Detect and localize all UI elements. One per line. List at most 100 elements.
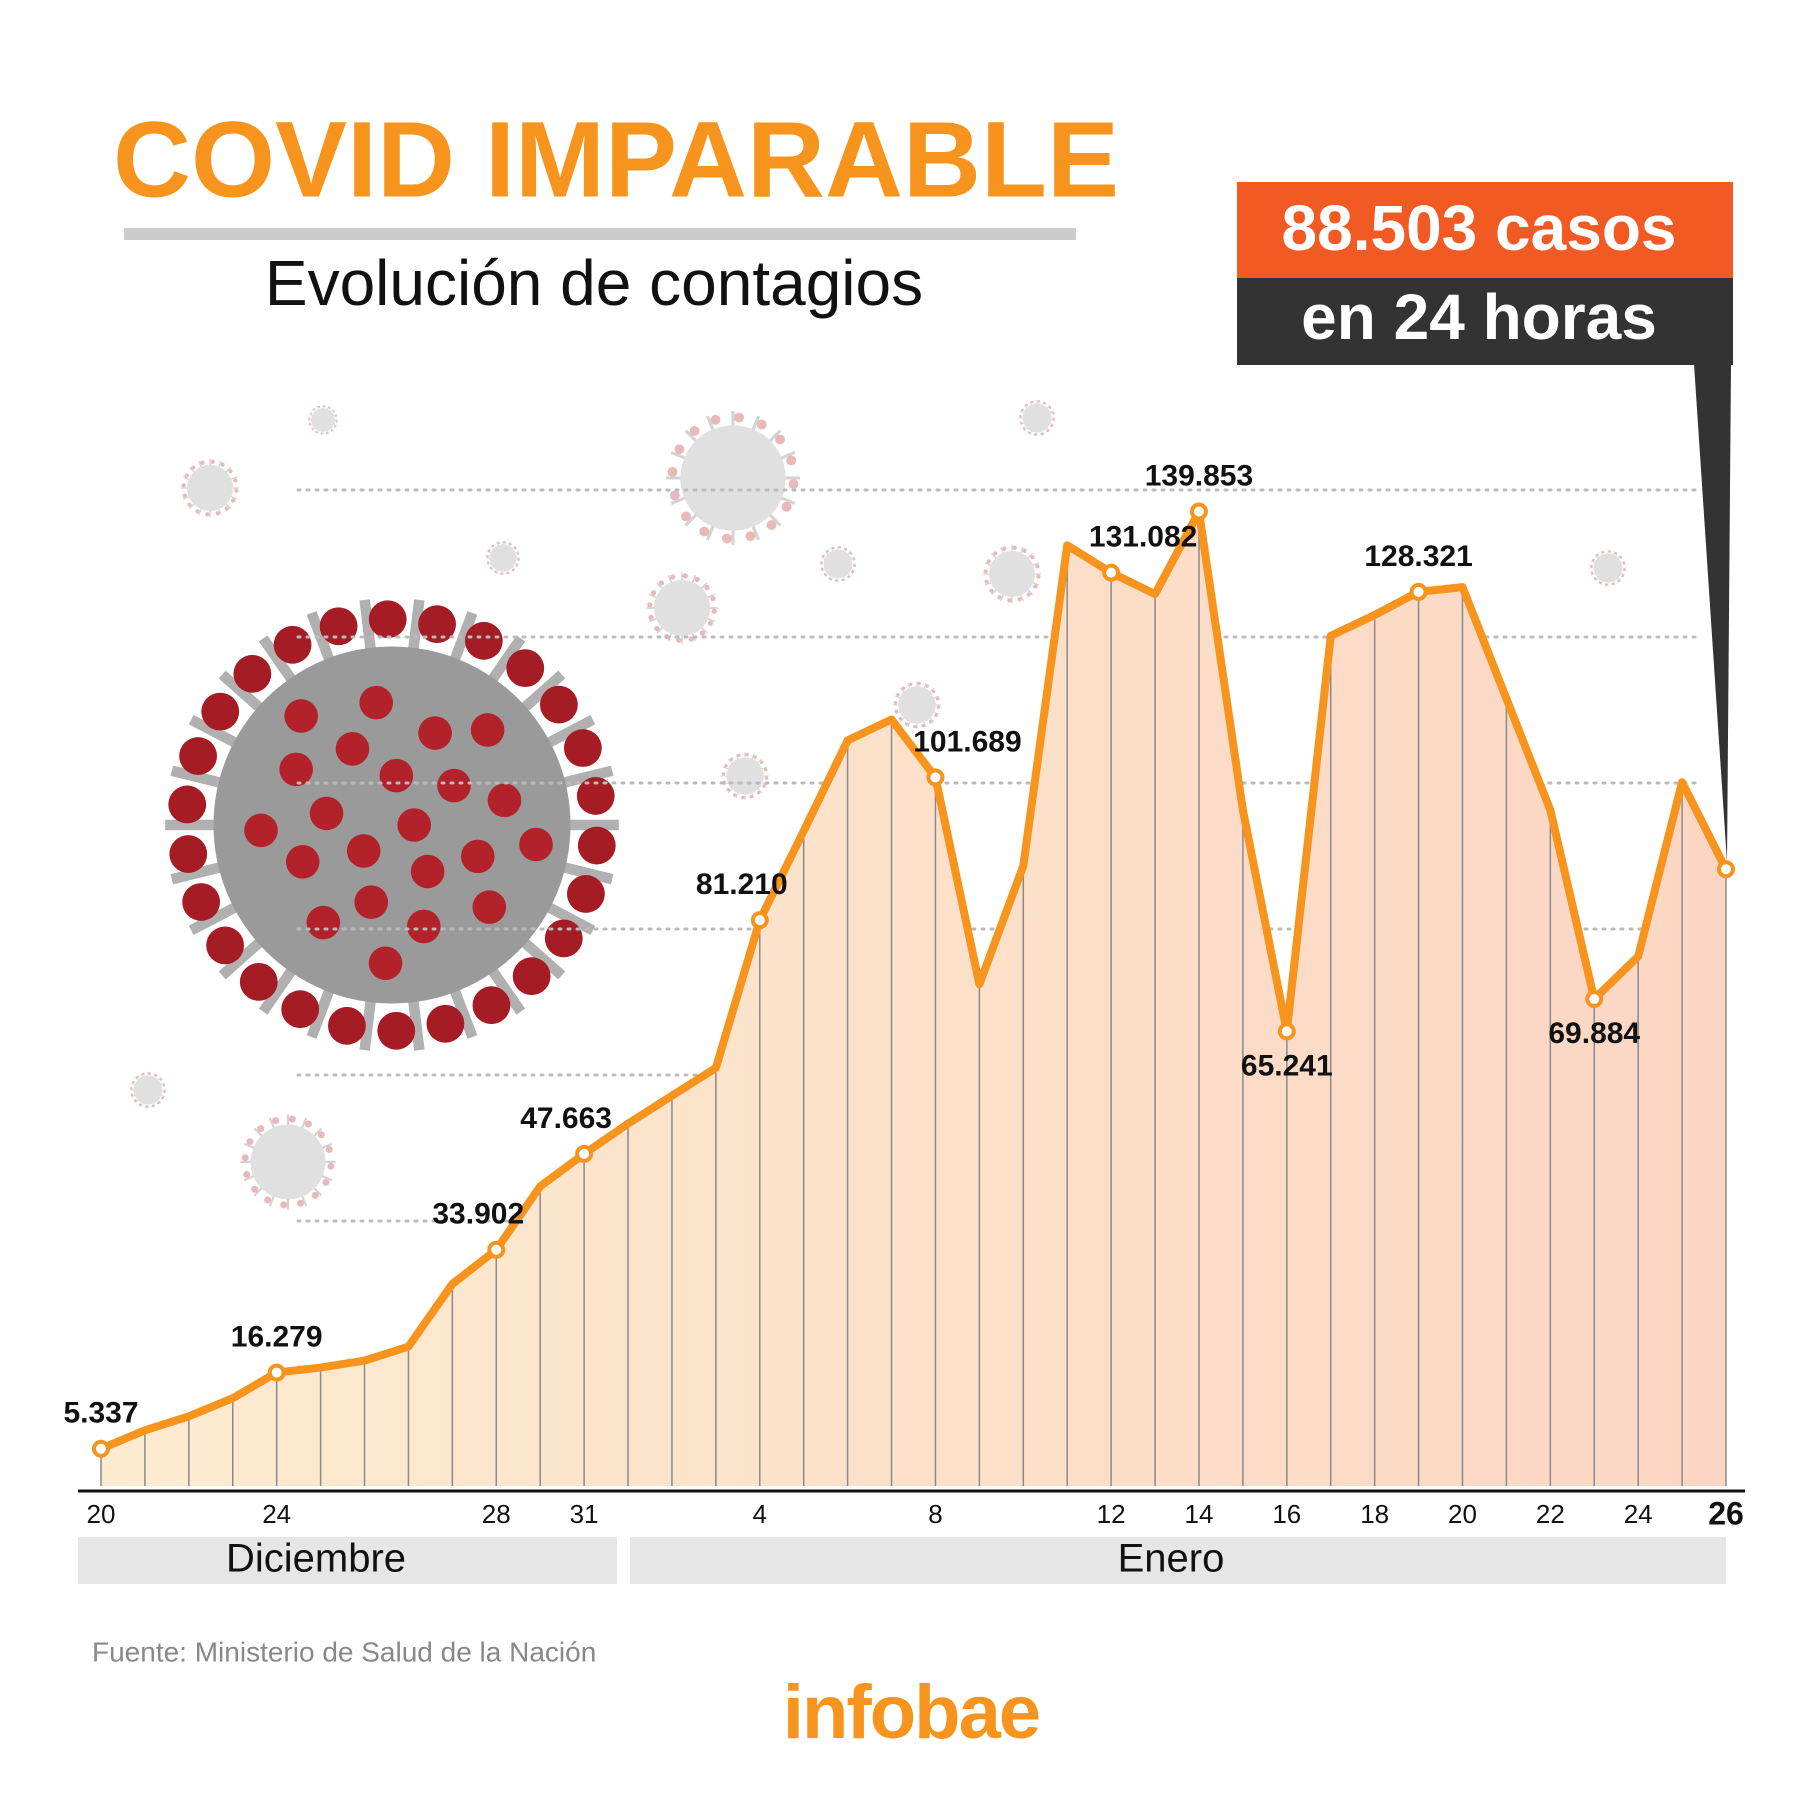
virus-protein (898, 716, 903, 721)
virus-protein (273, 625, 312, 664)
plot: 20 24 28 31 4 8 12 14 16 18 20 22 24 26 5.337 16.279 33.… (63, 459, 1745, 1531)
virus-protein (1048, 406, 1052, 409)
virus-protein (820, 560, 823, 564)
data-label: 65.241 (1241, 1049, 1333, 1082)
virus-body (989, 551, 1035, 597)
point-marker (1277, 1022, 1296, 1041)
virus-protein (330, 429, 333, 432)
virus-protein (729, 757, 734, 762)
virus-protein (749, 794, 753, 799)
virus-protein (182, 493, 187, 498)
x-tick-label: 26 (1708, 1495, 1744, 1531)
virus-protein (901, 686, 906, 691)
virus-protein (781, 501, 792, 512)
virus-protein (935, 697, 940, 701)
virus-protein (306, 905, 341, 940)
virus-protein (1608, 550, 1612, 553)
virus-protein (233, 478, 238, 483)
virus-protein (308, 422, 311, 426)
virus-protein (506, 571, 509, 575)
virus-protein (231, 498, 236, 503)
virus-protein (989, 588, 994, 593)
month-label: Diciembre (226, 1537, 406, 1581)
virus-protein (823, 573, 827, 576)
virus-protein (544, 919, 583, 958)
virus-protein (257, 1125, 265, 1133)
virus-protein (763, 768, 768, 772)
virus-protein (163, 1090, 166, 1094)
virus-protein (1020, 408, 1024, 412)
virus-protein (325, 1146, 333, 1154)
virus-protein (909, 682, 913, 687)
virus-protein (1012, 545, 1017, 550)
virus-protein (141, 1072, 145, 1076)
virus-protein (184, 473, 189, 478)
virus-protein (1026, 592, 1031, 597)
virus-protein (710, 414, 721, 425)
virus-protein (1598, 581, 1602, 585)
virus-protein (1591, 558, 1595, 562)
virus-protein (131, 1080, 135, 1084)
virus-protein (244, 813, 278, 848)
virus-protein (486, 561, 490, 564)
virus-protein (1030, 400, 1034, 404)
virus-protein (228, 469, 233, 474)
virus-protein (1037, 400, 1041, 403)
virus-protein (681, 511, 691, 522)
virus-protein (1046, 429, 1049, 433)
virus-protein (239, 962, 278, 1001)
virus-protein (489, 566, 493, 570)
virus-protein (1593, 577, 1597, 580)
virus-protein (893, 701, 898, 705)
virus-body (250, 1124, 326, 1200)
virus-protein (650, 590, 657, 596)
point-marker (487, 1240, 506, 1259)
virus-body (653, 579, 711, 637)
virus-protein (328, 406, 331, 410)
virus-protein (576, 777, 615, 815)
virus-protein (264, 1196, 272, 1204)
virus-protein (461, 839, 495, 874)
virus-protein (506, 649, 545, 688)
virus-body (311, 408, 335, 432)
virus-protein (296, 1199, 304, 1207)
virus-protein (195, 509, 200, 514)
virus-protein (1022, 548, 1027, 553)
virus-protein (577, 826, 616, 865)
virus-protein (694, 576, 700, 583)
virus-protein (1596, 553, 1599, 557)
virus-protein (1030, 555, 1035, 560)
virus-protein (853, 564, 856, 568)
virus-protein (1007, 598, 1012, 603)
virus-protein (181, 483, 186, 488)
callout-top (1237, 182, 1733, 278)
x-tick-label: 18 (1360, 1499, 1389, 1529)
virus-body (680, 425, 786, 531)
virus-protein (168, 785, 207, 824)
virus-protein (753, 755, 757, 759)
virus-protein (1619, 556, 1623, 559)
virus-protein (674, 444, 685, 455)
virus-protein (154, 1073, 158, 1077)
virus-protein (1027, 431, 1031, 435)
point-marker (1189, 502, 1208, 521)
x-tick-label: 12 (1097, 1499, 1126, 1529)
virus-protein (828, 577, 832, 581)
virus-protein (335, 732, 370, 766)
virus-protein (161, 1096, 165, 1100)
virus (666, 411, 800, 545)
virus-protein (246, 1138, 254, 1146)
point-marker (750, 911, 769, 930)
virus-protein (928, 719, 933, 724)
virus-protein (280, 1201, 288, 1209)
data-label: 128.321 (1364, 540, 1472, 573)
x-tick-label: 16 (1272, 1499, 1301, 1529)
virus-protein (406, 909, 441, 944)
virus-protein (304, 1120, 312, 1128)
virus-protein (983, 569, 988, 574)
virus-protein (745, 531, 756, 542)
virus-protein (764, 776, 769, 780)
virus-protein (251, 1185, 259, 1193)
virus (180, 458, 240, 518)
virus-protein (497, 541, 500, 545)
